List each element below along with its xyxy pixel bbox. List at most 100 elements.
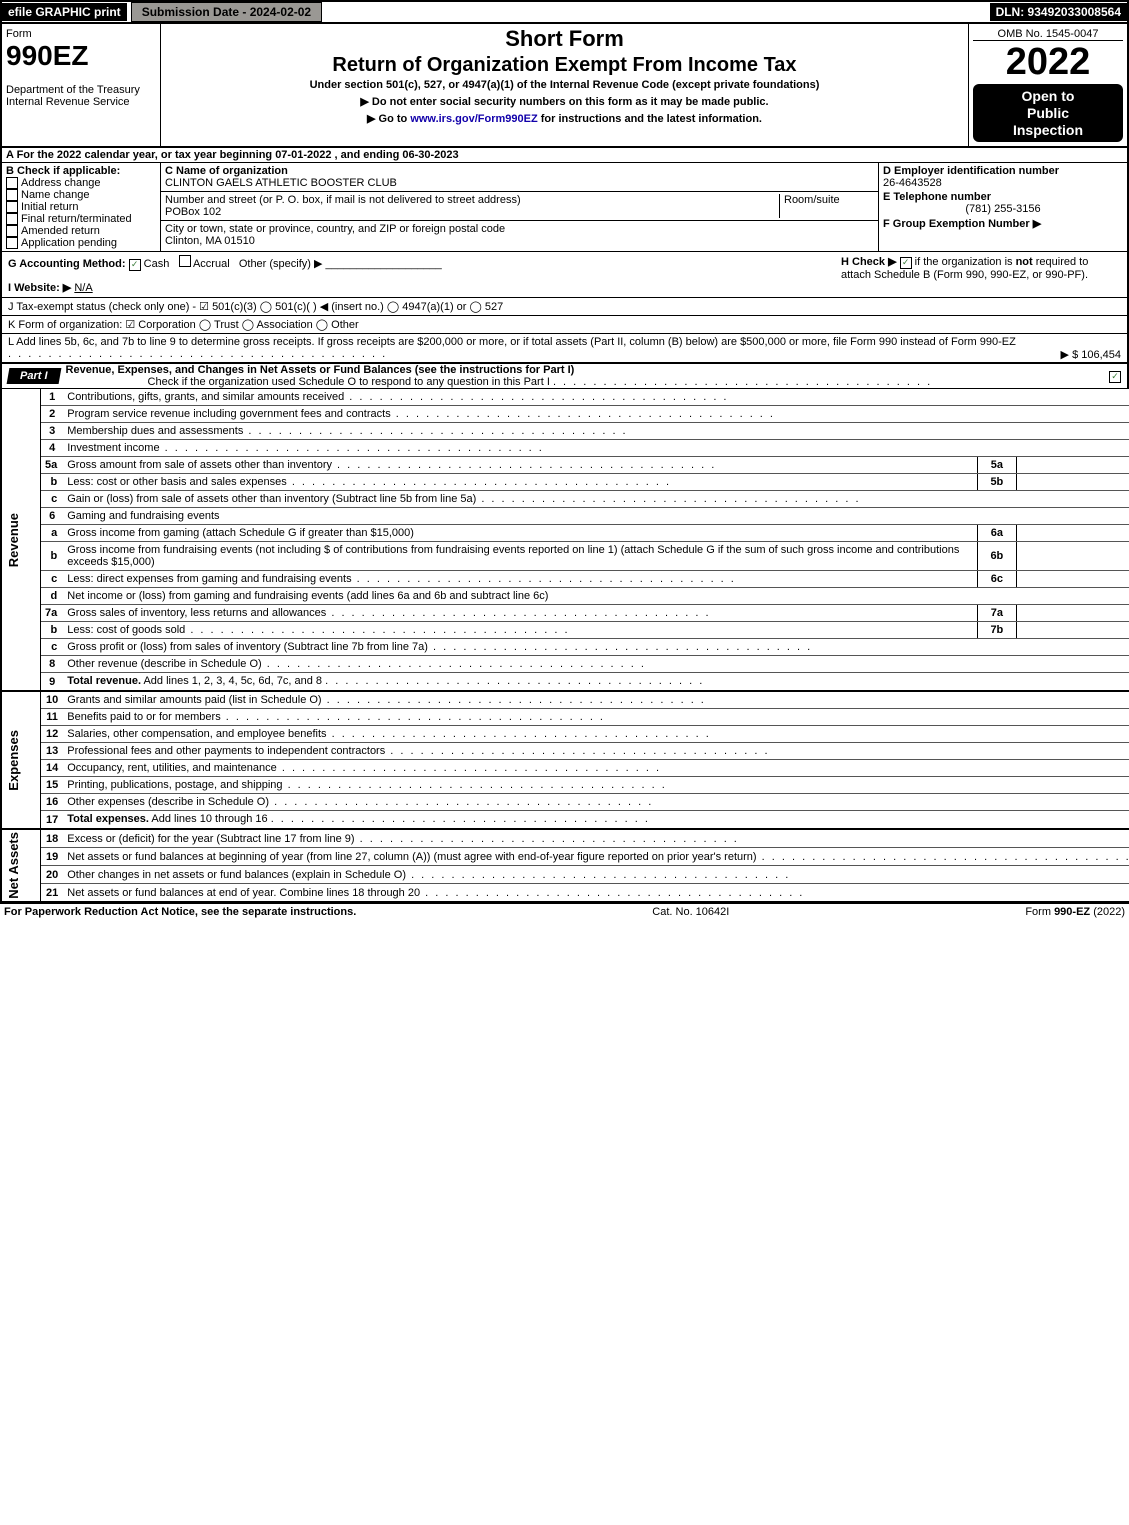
G-label: G Accounting Method: [8,258,126,270]
part1-table: Revenue 1 Contributions, gifts, grants, … [0,389,1129,903]
chk-address-change[interactable]: Address change [6,177,156,189]
header-left: Form 990EZ Department of the Treasury In… [2,24,161,146]
street-cell: Number and street (or P. O. box, if mail… [161,192,878,221]
street-label: Number and street (or P. O. box, if mail… [165,194,779,206]
line-1: Revenue 1 Contributions, gifts, grants, … [1,389,1129,406]
col-C: C Name of organization CLINTON GAELS ATH… [161,163,879,251]
tax-year: 2022 [973,41,1123,84]
chk-accrual[interactable] [179,255,191,267]
F-block: F Group Exemption Number ▶ [883,217,1123,230]
line-17: 17Total expenses. Add lines 10 through 1… [1,811,1129,830]
chk-H[interactable] [900,257,912,269]
chk-final-return[interactable]: Final return/terminated [6,213,156,225]
chk-schedO[interactable] [1109,371,1121,383]
L-text: L Add lines 5b, 6c, and 7b to line 9 to … [8,336,1016,348]
street-val: POBox 102 [165,206,779,218]
line-6a: aGross income from gaming (attach Schedu… [1,525,1129,542]
chk-initial-return[interactable]: Initial return [6,201,156,213]
line-11: 11Benefits paid to or for members11 [1,709,1129,726]
side-expenses: Expenses [6,730,21,791]
D-val: 26-4643528 [883,177,1123,189]
H-label: H Check ▶ [841,256,897,268]
I-label: I Website: ▶ [8,282,71,294]
line-18: Net Assets 18Excess or (deficit) for the… [1,829,1129,847]
footer-left: For Paperwork Reduction Act Notice, see … [4,906,356,918]
chk-cash[interactable] [129,259,141,271]
short-form-title: Short Form [167,26,962,52]
B-label: B Check if applicable: [6,165,156,177]
H-block: H Check ▶ if the organization is not req… [841,255,1121,294]
line-6b: bGross income from fundraising events (n… [1,542,1129,571]
part1-title: Revenue, Expenses, and Changes in Net As… [66,364,1103,376]
chk-name-change[interactable]: Name change [6,189,156,201]
return-title: Return of Organization Exempt From Incom… [167,54,962,77]
E-block: E Telephone number (781) 255-3156 [883,191,1123,215]
ssn-note: ▶ Do not enter social security numbers o… [167,95,962,108]
line-6: 6Gaming and fundraising events [1,508,1129,525]
line-3: 3Membership dues and assessments30 [1,423,1129,440]
room-label: Room/suite [779,194,874,218]
org-name: CLINTON GAELS ATHLETIC BOOSTER CLUB [165,177,874,189]
line-6c: cLess: direct expenses from gaming and f… [1,571,1129,588]
submission-date: Submission Date - 2024-02-02 [131,2,322,22]
line-21: 21Net assets or fund balances at end of … [1,884,1129,902]
section-GH: G Accounting Method: Cash Accrual Other … [0,252,1129,298]
footer: For Paperwork Reduction Act Notice, see … [0,903,1129,920]
line-10: Expenses 10Grants and similar amounts pa… [1,691,1129,709]
line-12: 12Salaries, other compensation, and empl… [1,726,1129,743]
irs-link[interactable]: www.irs.gov/Form990EZ [410,113,537,125]
section-J: J Tax-exempt status (check only one) - ☑… [0,298,1129,316]
section-L: L Add lines 5b, 6c, and 7b to line 9 to … [0,334,1129,364]
col-B: B Check if applicable: Address change Na… [2,163,161,251]
footer-right: Form 990-EZ (2022) [1025,906,1125,918]
line-7a: 7aGross sales of inventory, less returns… [1,605,1129,622]
side-revenue: Revenue [6,513,21,567]
E-val: (781) 255-3156 [883,203,1123,215]
section-A: A For the 2022 calendar year, or tax yea… [0,148,1129,163]
section-K: K Form of organization: ☑ Corporation ◯ … [0,316,1129,334]
D-label: D Employer identification number [883,165,1123,177]
line-7c: cGross profit or (loss) from sales of in… [1,639,1129,656]
dln-label: DLN: 93492033008564 [990,3,1127,21]
efile-label[interactable]: efile GRAPHIC print [2,3,127,21]
omb-number: OMB No. 1545-0047 [973,28,1123,41]
line-19: 19Net assets or fund balances at beginni… [1,848,1129,866]
G-block: G Accounting Method: Cash Accrual Other … [8,255,835,294]
line-15: 15Printing, publications, postage, and s… [1,777,1129,794]
D-block: D Employer identification number 26-4643… [883,165,1123,189]
top-bar-left: efile GRAPHIC print Submission Date - 20… [2,2,322,22]
org-name-cell: C Name of organization CLINTON GAELS ATH… [161,163,878,192]
form-header: Form 990EZ Department of the Treasury In… [0,24,1129,148]
line-13: 13Professional fees and other payments t… [1,743,1129,760]
side-netassets: Net Assets [6,832,21,899]
city-label: City or town, state or province, country… [165,223,874,235]
line-6d: dNet income or (loss) from gaming and fu… [1,588,1129,605]
line-14: 14Occupancy, rent, utilities, and mainte… [1,760,1129,777]
form-number: 990EZ [6,40,156,72]
L-amount: ▶ $ 106,454 [1061,348,1121,361]
header-mid: Short Form Return of Organization Exempt… [161,24,969,146]
under-section: Under section 501(c), 527, or 4947(a)(1)… [167,79,962,91]
col-DEF: D Employer identification number 26-4643… [879,163,1127,251]
line-2: 2Program service revenue including gover… [1,406,1129,423]
L-dots [8,348,387,360]
goto-note: ▶ Go to www.irs.gov/Form990EZ for instru… [167,112,962,125]
line-9: 9Total revenue. Add lines 1, 2, 3, 4, 5c… [1,673,1129,692]
footer-mid: Cat. No. 10642I [652,906,729,918]
open-public-badge: Open toPublicInspection [973,84,1123,142]
line-8: 8Other revenue (describe in Schedule O)8 [1,656,1129,673]
line-5a: 5aGross amount from sale of assets other… [1,457,1129,474]
line-20: 20Other changes in net assets or fund ba… [1,866,1129,884]
form-word: Form [6,28,156,40]
header-right: OMB No. 1545-0047 2022 Open toPublicInsp… [969,24,1127,146]
chk-amended-return[interactable]: Amended return [6,225,156,237]
chk-application-pending[interactable]: Application pending [6,237,156,249]
line-4: 4Investment income40 [1,440,1129,457]
F-label: F Group Exemption Number ▶ [883,218,1041,230]
part1-badge: Part I [7,368,61,384]
E-label: E Telephone number [883,191,1123,203]
part1-sub: Check if the organization used Schedule … [66,376,1103,388]
city-val: Clinton, MA 01510 [165,235,874,247]
city-cell: City or town, state or province, country… [161,221,878,249]
line-5c: cGain or (loss) from sale of assets othe… [1,491,1129,508]
